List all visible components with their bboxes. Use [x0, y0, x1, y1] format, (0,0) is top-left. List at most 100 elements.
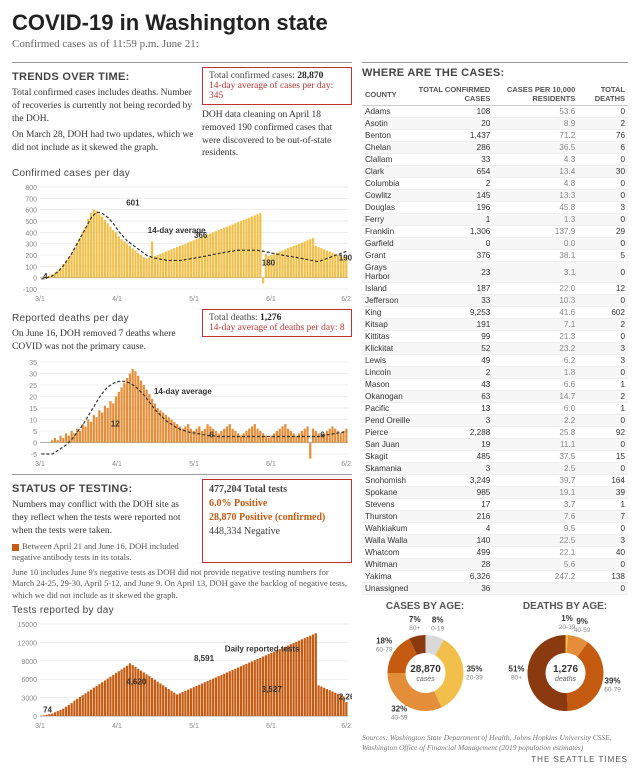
svg-text:3/1: 3/1: [35, 723, 45, 730]
table-row: Pend Oreille32.20: [362, 415, 628, 427]
svg-text:180: 180: [262, 259, 276, 268]
sources: Sources: Washington State Department of …: [362, 733, 628, 753]
cases-chart: -10001002003004005006007008003/14/15/16/…: [12, 183, 352, 303]
table-row: Whitman285.60: [362, 559, 628, 571]
svg-text:28,870: 28,870: [410, 664, 441, 675]
table-row: Walla Walla14022.53: [362, 535, 628, 547]
trends-text-3: DOH data cleaning on April 18 removed 19…: [202, 109, 352, 160]
table-row: Clark65413.430: [362, 166, 628, 178]
table-row: Lewis496.23: [362, 355, 628, 367]
deaths-note: On June 16, DOH removed 7 deaths where C…: [12, 328, 194, 354]
table-row: Mason436.61: [362, 379, 628, 391]
svg-text:3/1: 3/1: [35, 461, 45, 468]
svg-text:25: 25: [29, 383, 37, 390]
svg-text:40-59: 40-59: [573, 627, 590, 634]
table-row: Yakima6,326247.2138: [362, 571, 628, 583]
table-row: Douglas19645.83: [362, 202, 628, 214]
svg-text:0: 0: [33, 276, 37, 283]
table-row: Pierce2,28825.892: [362, 427, 628, 439]
svg-text:7%: 7%: [409, 615, 421, 624]
table-row: San Juan1911.10: [362, 439, 628, 451]
svg-text:600: 600: [25, 208, 37, 215]
table-row: Adams10853.60: [362, 106, 628, 118]
svg-text:3,527: 3,527: [262, 685, 283, 694]
svg-text:4/1: 4/1: [112, 296, 122, 303]
svg-text:40-59: 40-59: [390, 714, 407, 721]
table-row: Cowlitz14513.30: [362, 190, 628, 202]
svg-text:8,591: 8,591: [194, 653, 215, 662]
svg-text:100: 100: [25, 265, 37, 272]
svg-text:39%: 39%: [604, 677, 620, 686]
page-title: COVID-19 in Washington state: [12, 10, 628, 36]
table-row: Klickitat5223.23: [362, 343, 628, 355]
table-row: Snohomish3,24939.7164: [362, 475, 628, 487]
brand: THE SEATTLE TIMES: [362, 755, 628, 764]
svg-text:15: 15: [29, 406, 37, 413]
svg-text:1,276: 1,276: [552, 664, 577, 675]
table-row: Grant37638.15: [362, 250, 628, 262]
table-row: Asotin208.92: [362, 118, 628, 130]
table-row: Unassigned36 0: [362, 583, 628, 595]
svg-text:80+: 80+: [511, 675, 522, 682]
page-subtitle: Confirmed cases as of 11:59 p.m. June 21…: [12, 38, 628, 50]
svg-text:51%: 51%: [508, 665, 524, 674]
table-row: Lincoln21.80: [362, 367, 628, 379]
table-row: Spokane98519.139: [362, 487, 628, 499]
table-row: Skamania32.50: [362, 463, 628, 475]
svg-text:9%: 9%: [576, 617, 588, 626]
svg-text:3/1: 3/1: [35, 296, 45, 303]
svg-text:20: 20: [29, 394, 37, 401]
svg-text:3000: 3000: [21, 695, 37, 702]
svg-text:1%: 1%: [561, 614, 573, 623]
svg-text:5/1: 5/1: [189, 461, 199, 468]
cases-total-box: Total confirmed cases: 28,870 14-day ave…: [202, 67, 352, 105]
table-row: Thurston2167.67: [362, 511, 628, 523]
svg-text:60-79: 60-79: [604, 687, 621, 694]
svg-text:60-79: 60-79: [375, 647, 392, 654]
svg-text:5/1: 5/1: [189, 723, 199, 730]
table-row: Wahkiakum49.50: [362, 523, 628, 535]
svg-text:12000: 12000: [18, 640, 38, 647]
table-row: Whatcom49922.140: [362, 547, 628, 559]
testing-text-3: June 10 includes June 9's negative tests…: [12, 567, 352, 600]
svg-text:190: 190: [339, 254, 352, 263]
svg-text:0: 0: [33, 440, 37, 447]
svg-text:6: 6: [209, 430, 214, 439]
table-row: Chelan28636.56: [362, 142, 628, 154]
svg-text:300: 300: [25, 242, 37, 249]
svg-text:18%: 18%: [376, 637, 392, 646]
table-row: Kittitas9921.30: [362, 331, 628, 343]
deaths-chart: -5051015202530353/14/15/16/16/211214-day…: [12, 358, 352, 468]
svg-text:6/21: 6/21: [341, 461, 352, 468]
where-head: WHERE ARE THE CASES:: [362, 67, 628, 79]
svg-text:601: 601: [126, 199, 140, 208]
deaths-chart-title: Reported deaths per day: [12, 313, 194, 324]
svg-text:5/1: 5/1: [189, 296, 199, 303]
svg-text:4,620: 4,620: [126, 677, 147, 686]
table-row: Grays Harbor233.10: [362, 262, 628, 283]
trends-text-1: Total confirmed cases includes deaths. N…: [12, 87, 194, 125]
trends-head: TRENDS OVER TIME:: [12, 71, 194, 83]
cases-by-age: CASES BY AGE: 8%0-1935%20-3932%40-5918%6…: [363, 601, 488, 727]
svg-text:20-39: 20-39: [466, 675, 483, 682]
svg-text:0-19: 0-19: [431, 626, 444, 633]
testing-text-1: Numbers may conflict with the DOH site a…: [12, 499, 194, 537]
table-row: Pacific136.01: [362, 403, 628, 415]
svg-text:5: 5: [33, 429, 37, 436]
svg-text:35: 35: [29, 360, 37, 367]
svg-text:8%: 8%: [431, 616, 443, 625]
svg-text:-5: -5: [31, 452, 37, 459]
table-row: Okanogan6314.72: [362, 391, 628, 403]
svg-text:700: 700: [25, 197, 37, 204]
svg-text:35%: 35%: [466, 665, 482, 674]
svg-text:0: 0: [33, 714, 37, 721]
table-row: Franklin1,306137.929: [362, 226, 628, 238]
table-row: King9,25341.6602: [362, 307, 628, 319]
svg-text:500: 500: [25, 219, 37, 226]
svg-text:400: 400: [25, 231, 37, 238]
svg-text:6/21: 6/21: [341, 723, 352, 730]
tests-chart: 030006000900012000150003/14/15/16/16/217…: [12, 620, 352, 730]
table-row: Skagit48537.515: [362, 451, 628, 463]
svg-text:366: 366: [194, 231, 208, 240]
svg-text:6/21: 6/21: [341, 296, 352, 303]
